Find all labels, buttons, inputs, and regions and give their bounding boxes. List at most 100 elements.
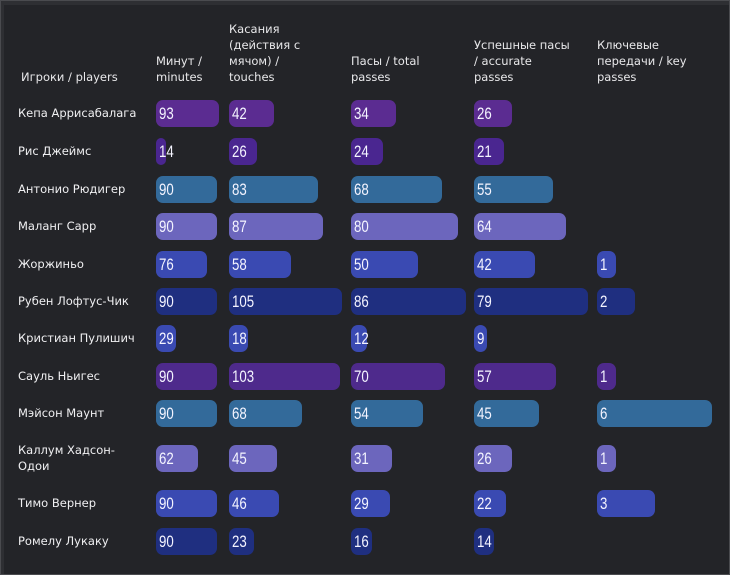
- header-accurate: passes: [474, 70, 514, 84]
- header-touches: мячом) /: [229, 54, 280, 68]
- bar-accurate: [474, 490, 506, 517]
- bar-touches: [229, 251, 291, 278]
- header-key-passes: passes: [597, 70, 637, 84]
- value-label-minutes: 90: [159, 532, 174, 551]
- player-name: Одои: [18, 459, 50, 473]
- player-name: Тимо Вернер: [18, 496, 97, 510]
- player-name: Каллум Хадсон-: [18, 443, 115, 457]
- value-label-passes: 34: [354, 104, 369, 123]
- value-label-accurate: 42: [477, 255, 492, 274]
- bar-minutes: [156, 100, 219, 127]
- value-label-touches: 58: [232, 255, 247, 274]
- bar-passes: [351, 288, 466, 315]
- value-label-accurate: 57: [477, 367, 492, 386]
- value-label-accurate: 21: [477, 142, 492, 161]
- player-name: Рубен Лофтус-Чик: [18, 294, 129, 308]
- bar-touches: [229, 325, 248, 352]
- bar-passes: [351, 400, 423, 427]
- value-label-passes: 70: [354, 367, 369, 386]
- value-label-key-passes: 1: [600, 255, 608, 274]
- value-label-minutes: 90: [159, 494, 174, 513]
- value-label-minutes: 90: [159, 292, 174, 311]
- bar-touches: [229, 100, 274, 127]
- value-label-passes: 29: [354, 494, 369, 513]
- bar-minutes: [156, 213, 217, 240]
- bar-passes: [351, 445, 392, 472]
- player-name: Сауль Ньигес: [18, 369, 101, 383]
- bar-accurate: [474, 445, 512, 472]
- value-label-minutes: 93: [159, 104, 174, 123]
- value-label-accurate: 26: [477, 449, 492, 468]
- value-label-key-passes: 1: [600, 367, 608, 386]
- bar-minutes: [156, 138, 166, 165]
- value-label-passes: 16: [354, 532, 369, 551]
- header-touches: touches: [229, 70, 275, 84]
- bar-accurate: [474, 138, 504, 165]
- value-label-touches: 23: [232, 532, 247, 551]
- value-label-passes: 50: [354, 255, 369, 274]
- value-label-minutes: 90: [159, 404, 174, 423]
- bar-accurate: [474, 325, 487, 352]
- bar-passes: [351, 138, 383, 165]
- value-label-accurate: 55: [477, 180, 492, 199]
- value-label-passes: 24: [354, 142, 369, 161]
- value-label-key-passes: 6: [600, 404, 608, 423]
- bar-key-passes: [597, 251, 616, 278]
- header-key-passes: передачи / key: [597, 54, 687, 68]
- bar-passes: [351, 251, 418, 278]
- bar-passes: [351, 528, 372, 555]
- bar-passes: [351, 176, 442, 203]
- header-minutes: Минут /: [156, 54, 202, 68]
- bar-passes: [351, 490, 390, 517]
- player-name: Антонио Рюдигер: [18, 182, 126, 196]
- bar-minutes: [156, 176, 217, 203]
- bar-key-passes: [597, 490, 655, 517]
- bar-key-passes: [597, 400, 712, 427]
- value-label-accurate: 64: [477, 217, 492, 236]
- value-label-touches: 87: [232, 217, 247, 236]
- value-label-minutes: 90: [159, 217, 174, 236]
- value-label-touches: 46: [232, 494, 247, 513]
- bar-passes: [351, 100, 396, 127]
- header-accurate: / accurate: [474, 54, 532, 68]
- bar-touches: [229, 400, 302, 427]
- bar-minutes: [156, 490, 217, 517]
- value-label-touches: 45: [232, 449, 247, 468]
- value-label-minutes: 29: [159, 329, 174, 348]
- bar-minutes: [156, 251, 207, 278]
- value-label-touches: 68: [232, 404, 247, 423]
- player-name: Ромелу Лукаку: [18, 534, 109, 548]
- bar-passes: [351, 213, 458, 240]
- value-label-passes: 31: [354, 449, 369, 468]
- bar-minutes: [156, 400, 217, 427]
- value-label-accurate: 26: [477, 104, 492, 123]
- value-label-touches: 26: [232, 142, 247, 161]
- bar-accurate: [474, 251, 535, 278]
- value-label-accurate: 79: [477, 292, 492, 311]
- header-key-passes: Ключевые: [597, 38, 659, 52]
- bar-accurate: [474, 400, 539, 427]
- bar-minutes: [156, 325, 176, 352]
- bar-accurate: [474, 213, 566, 240]
- value-label-key-passes: 2: [600, 292, 608, 311]
- bar-key-passes: [597, 445, 616, 472]
- value-label-touches: 105: [232, 292, 255, 311]
- header-touches: (действия с: [229, 38, 301, 52]
- bar-minutes: [156, 288, 217, 315]
- value-label-passes: 12: [354, 329, 369, 348]
- bar-accurate: [474, 176, 553, 203]
- value-label-minutes: 90: [159, 180, 174, 199]
- bar-accurate: [474, 363, 556, 390]
- bar-minutes: [156, 528, 217, 555]
- player-name: Жоржиньо: [18, 257, 84, 271]
- value-label-passes: 68: [354, 180, 369, 199]
- bar-minutes: [156, 445, 198, 472]
- value-label-minutes: 90: [159, 367, 174, 386]
- bar-touches: [229, 138, 257, 165]
- value-label-minutes: 14: [159, 142, 174, 161]
- value-label-accurate: 45: [477, 404, 492, 423]
- bar-passes: [351, 325, 367, 352]
- value-label-touches: 18: [232, 329, 247, 348]
- value-label-touches: 103: [232, 367, 255, 386]
- bar-key-passes: [597, 363, 616, 390]
